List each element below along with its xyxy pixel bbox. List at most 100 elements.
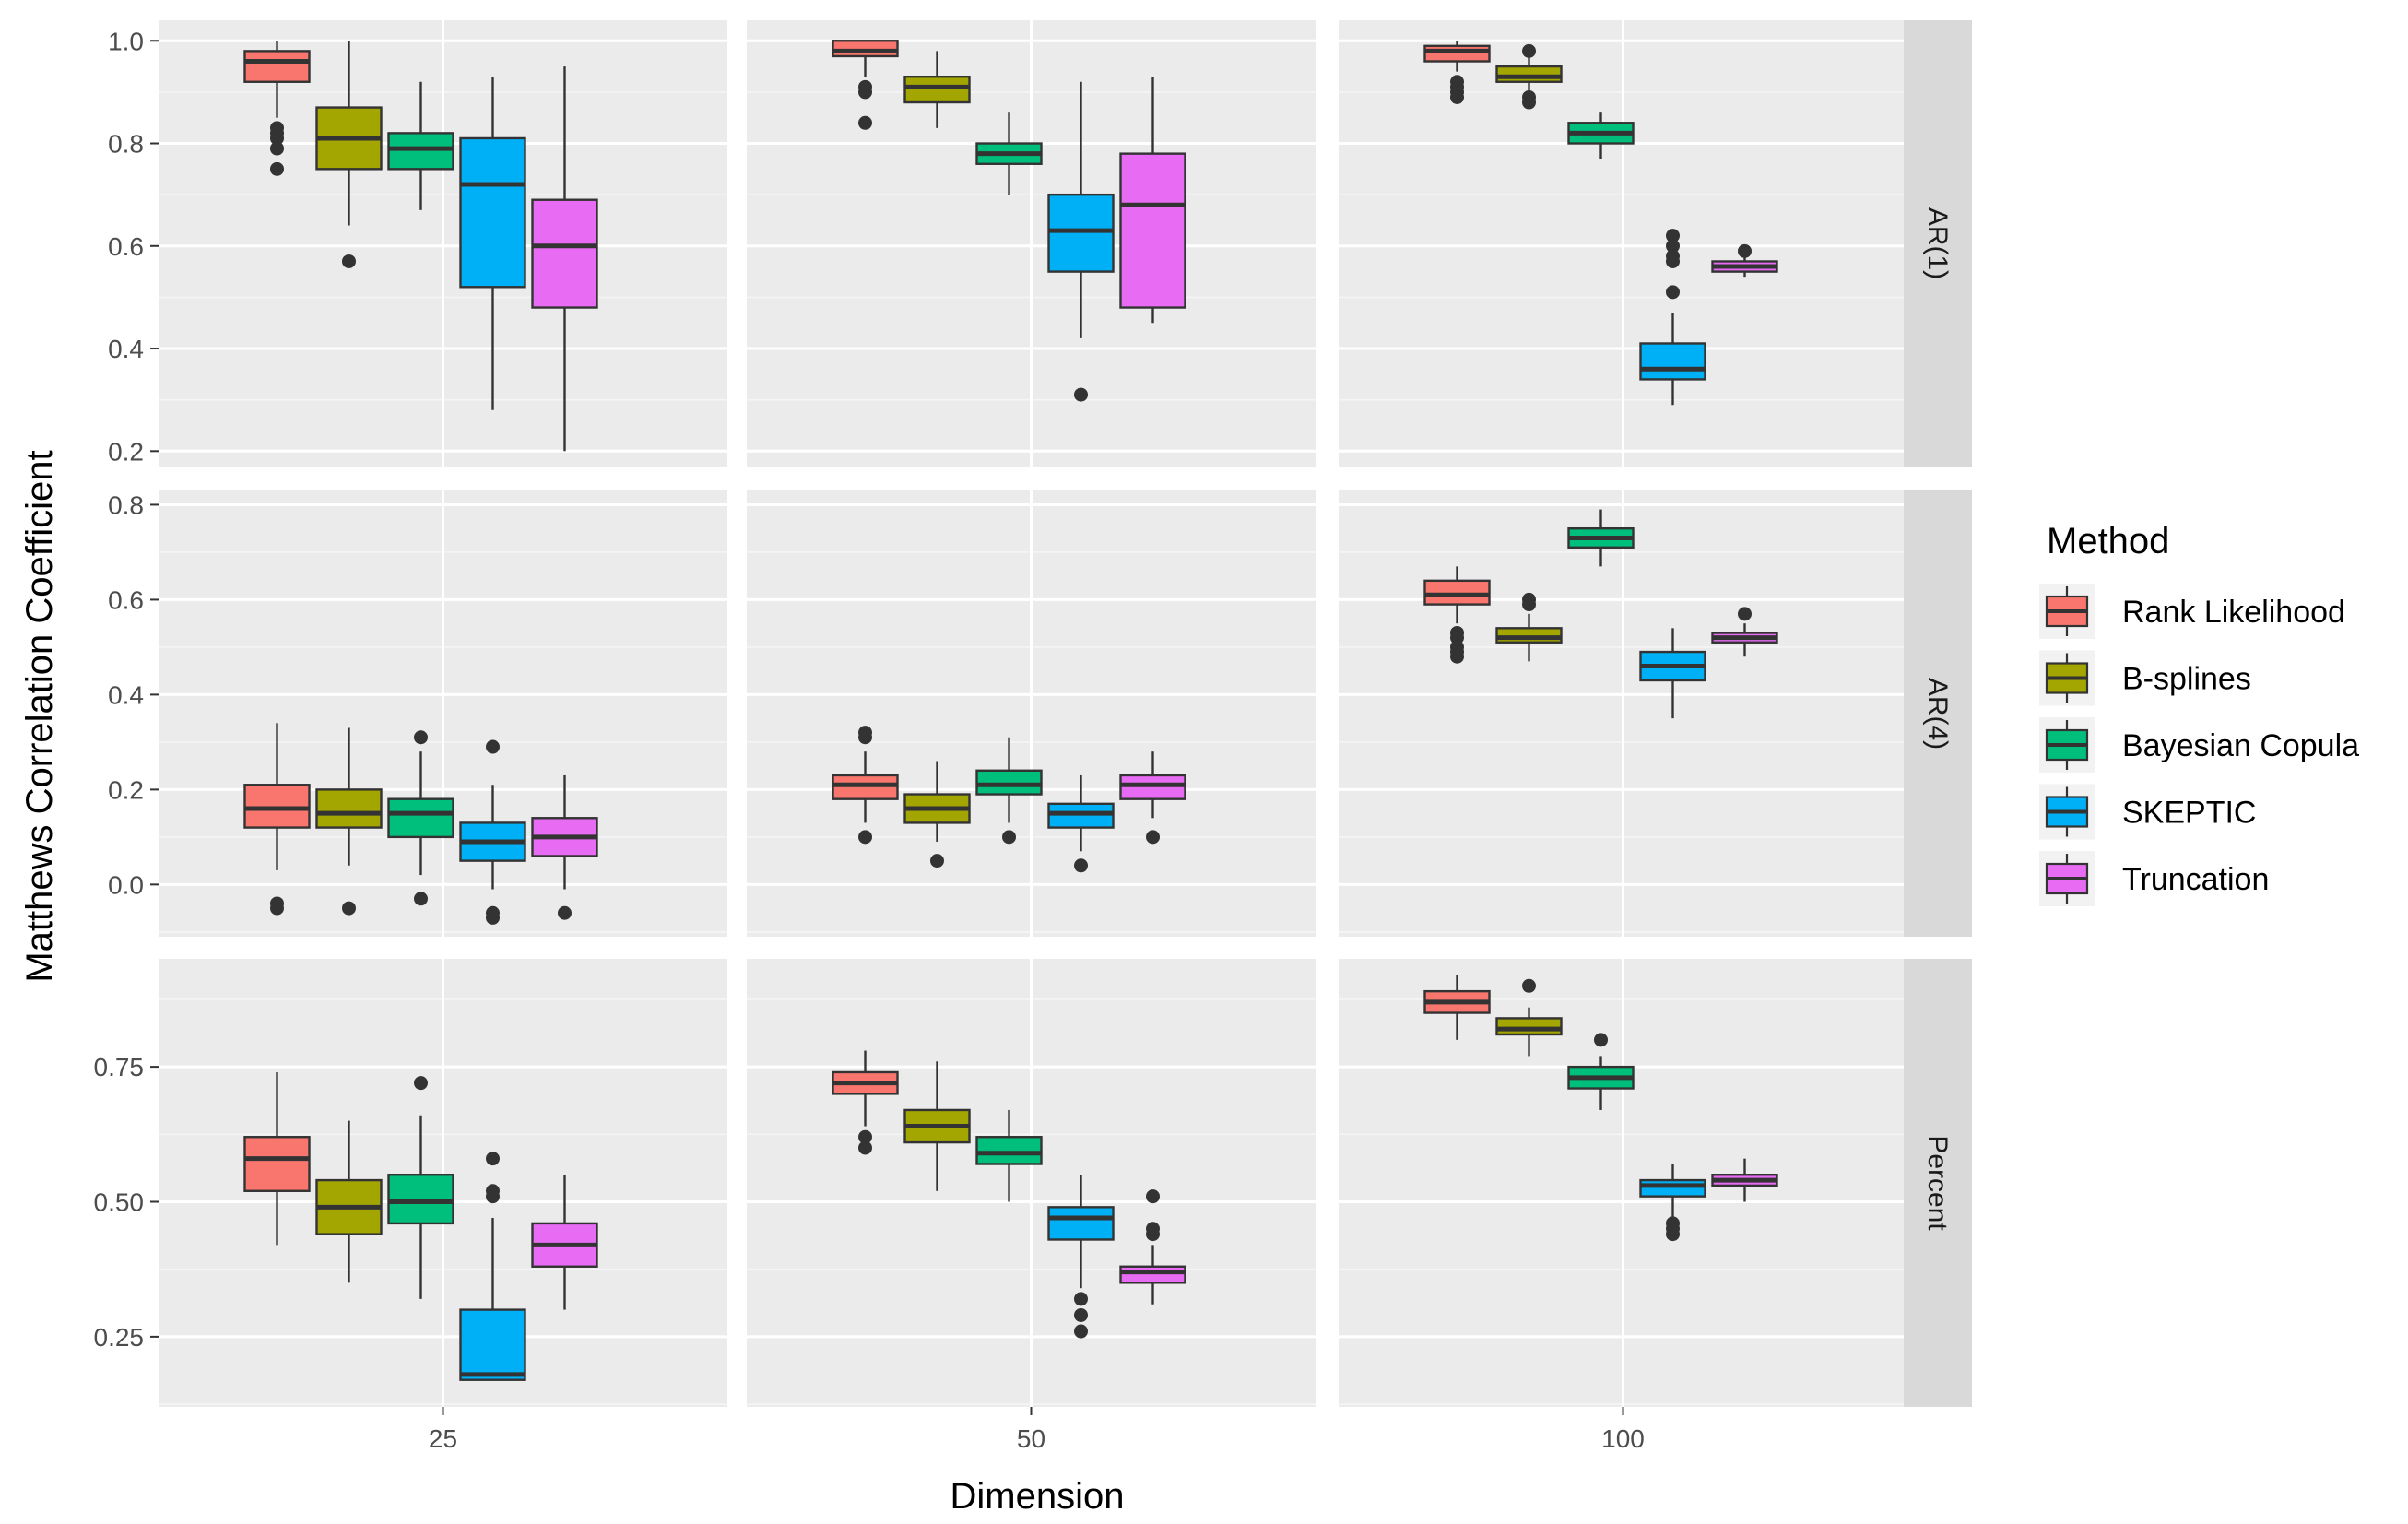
box-b-splines	[315, 727, 383, 916]
box-iqr	[459, 136, 526, 289]
box-iqr	[387, 132, 454, 171]
y-tick-label: 0.2	[108, 775, 144, 804]
box-skeptic	[1047, 1175, 1115, 1339]
outlier-point	[1738, 607, 1752, 621]
box-b-splines	[1495, 43, 1563, 110]
box-skeptic	[459, 739, 526, 925]
box-bayesian-copula	[1567, 112, 1635, 159]
box-skeptic	[1639, 1164, 1706, 1242]
box-skeptic	[1047, 81, 1115, 402]
panel-percent-50: 50	[747, 959, 1316, 1453]
outlier-point	[270, 901, 284, 916]
y-tick-label: 1.0	[108, 27, 144, 55]
y-axis-title: Matthews Correlation Coefficient	[19, 450, 60, 982]
legend-label: SKEPTIC	[2122, 796, 2256, 831]
panel-plot-area	[747, 959, 1316, 1407]
box-skeptic	[1639, 229, 1706, 406]
outlier-point	[342, 254, 356, 268]
legend-item-bayesian-copula: Bayesian Copula	[2039, 717, 2359, 773]
outlier-point	[858, 830, 872, 845]
box-b-splines	[1495, 592, 1563, 662]
box-iqr	[387, 1174, 454, 1225]
outlier-point	[858, 1140, 872, 1155]
legend-label: B-splines	[2122, 662, 2251, 697]
box-truncation	[1711, 607, 1778, 657]
box-iqr	[243, 1136, 311, 1192]
outlier-point	[1146, 1227, 1160, 1242]
box-iqr	[1423, 44, 1491, 63]
outlier-point	[1146, 1189, 1160, 1204]
strip-background	[1904, 20, 1972, 467]
outlier-point	[858, 730, 872, 745]
box-b-splines	[903, 1061, 971, 1191]
y-axis-ar-4: 0.0 0.2 0.4 0.6 0.8	[108, 490, 159, 899]
strip-background	[1904, 490, 1972, 937]
panel-ar-4-100	[1339, 490, 1907, 937]
legend: Method Rank Likelihood B-splines Bayesian C…	[2039, 521, 2359, 906]
box-iqr	[832, 40, 899, 58]
box-bayesian-copula	[975, 1109, 1043, 1202]
panel-plot-area	[747, 20, 1316, 467]
box-truncation	[531, 1175, 598, 1310]
box-iqr	[975, 1136, 1043, 1165]
outlier-point	[342, 901, 356, 916]
strip-label: Percent	[1922, 1135, 1953, 1231]
panel-plot-area	[159, 490, 727, 937]
box-bayesian-copula	[975, 112, 1043, 195]
outlier-point	[1666, 254, 1680, 268]
box-bayesian-copula	[387, 1076, 454, 1299]
outlier-point	[1074, 858, 1088, 873]
x-axis-title: Dimension	[950, 1476, 1125, 1517]
outlier-point	[1666, 239, 1680, 254]
outlier-point	[414, 730, 428, 745]
box-b-splines	[315, 1120, 383, 1283]
outlier-point	[486, 910, 500, 925]
outlier-point	[558, 905, 572, 920]
legend-item-skeptic: SKEPTIC	[2039, 784, 2256, 840]
box-b-splines	[903, 51, 971, 128]
box-truncation	[1119, 77, 1186, 324]
box-iqr	[1423, 579, 1491, 606]
box-skeptic	[459, 77, 526, 410]
box-iqr	[243, 784, 311, 829]
y-tick-label: 0.6	[108, 585, 144, 614]
outlier-point	[1666, 285, 1680, 300]
box-iqr	[1119, 152, 1186, 309]
strip-label: AR(4)	[1922, 678, 1953, 750]
outlier-point	[930, 854, 944, 868]
box-skeptic	[1047, 774, 1115, 873]
box-rank-likelihood	[832, 40, 899, 130]
box-iqr	[1639, 342, 1706, 381]
box-iqr	[1495, 65, 1563, 83]
outlier-point	[270, 131, 284, 146]
outlier-point	[1594, 1033, 1608, 1047]
outlier-point	[486, 1152, 500, 1166]
x-tick-label: 100	[1601, 1424, 1645, 1453]
legend-item-b-splines: B-splines	[2039, 650, 2251, 706]
panel-plot-area	[159, 959, 727, 1407]
y-tick-label: 0.0	[108, 870, 144, 899]
outlier-point	[1666, 229, 1680, 243]
x-tick-label: 25	[429, 1424, 457, 1453]
outlier-point	[1522, 597, 1536, 612]
panel-plot-area	[1339, 959, 1907, 1407]
box-iqr	[1639, 1178, 1706, 1198]
outlier-point	[270, 161, 284, 176]
outlier-point	[486, 1189, 500, 1204]
outlier-point	[1074, 1292, 1088, 1306]
panel-plot-area	[1339, 490, 1907, 937]
outlier-point	[1450, 649, 1464, 664]
panel-plot-area	[159, 20, 727, 467]
strip-label: AR(1)	[1922, 207, 1953, 279]
box-rank-likelihood	[243, 723, 311, 916]
box-truncation	[1711, 1158, 1778, 1202]
box-iqr	[1495, 627, 1563, 644]
legend-item-truncation: Truncation	[2039, 851, 2269, 906]
panel-ar-1-50	[747, 20, 1316, 467]
panels-layer: 0.2 0.4 0.6 0.8 1.0 AR(1) 0.0 0.2 0.4 0.6 0.8 AR(4)…	[94, 20, 1972, 1453]
box-truncation	[1119, 1189, 1186, 1305]
box-truncation	[1119, 751, 1186, 845]
box-b-splines	[903, 761, 971, 868]
box-iqr	[387, 797, 454, 839]
facet-strip-percent: Percent	[1904, 959, 1972, 1407]
